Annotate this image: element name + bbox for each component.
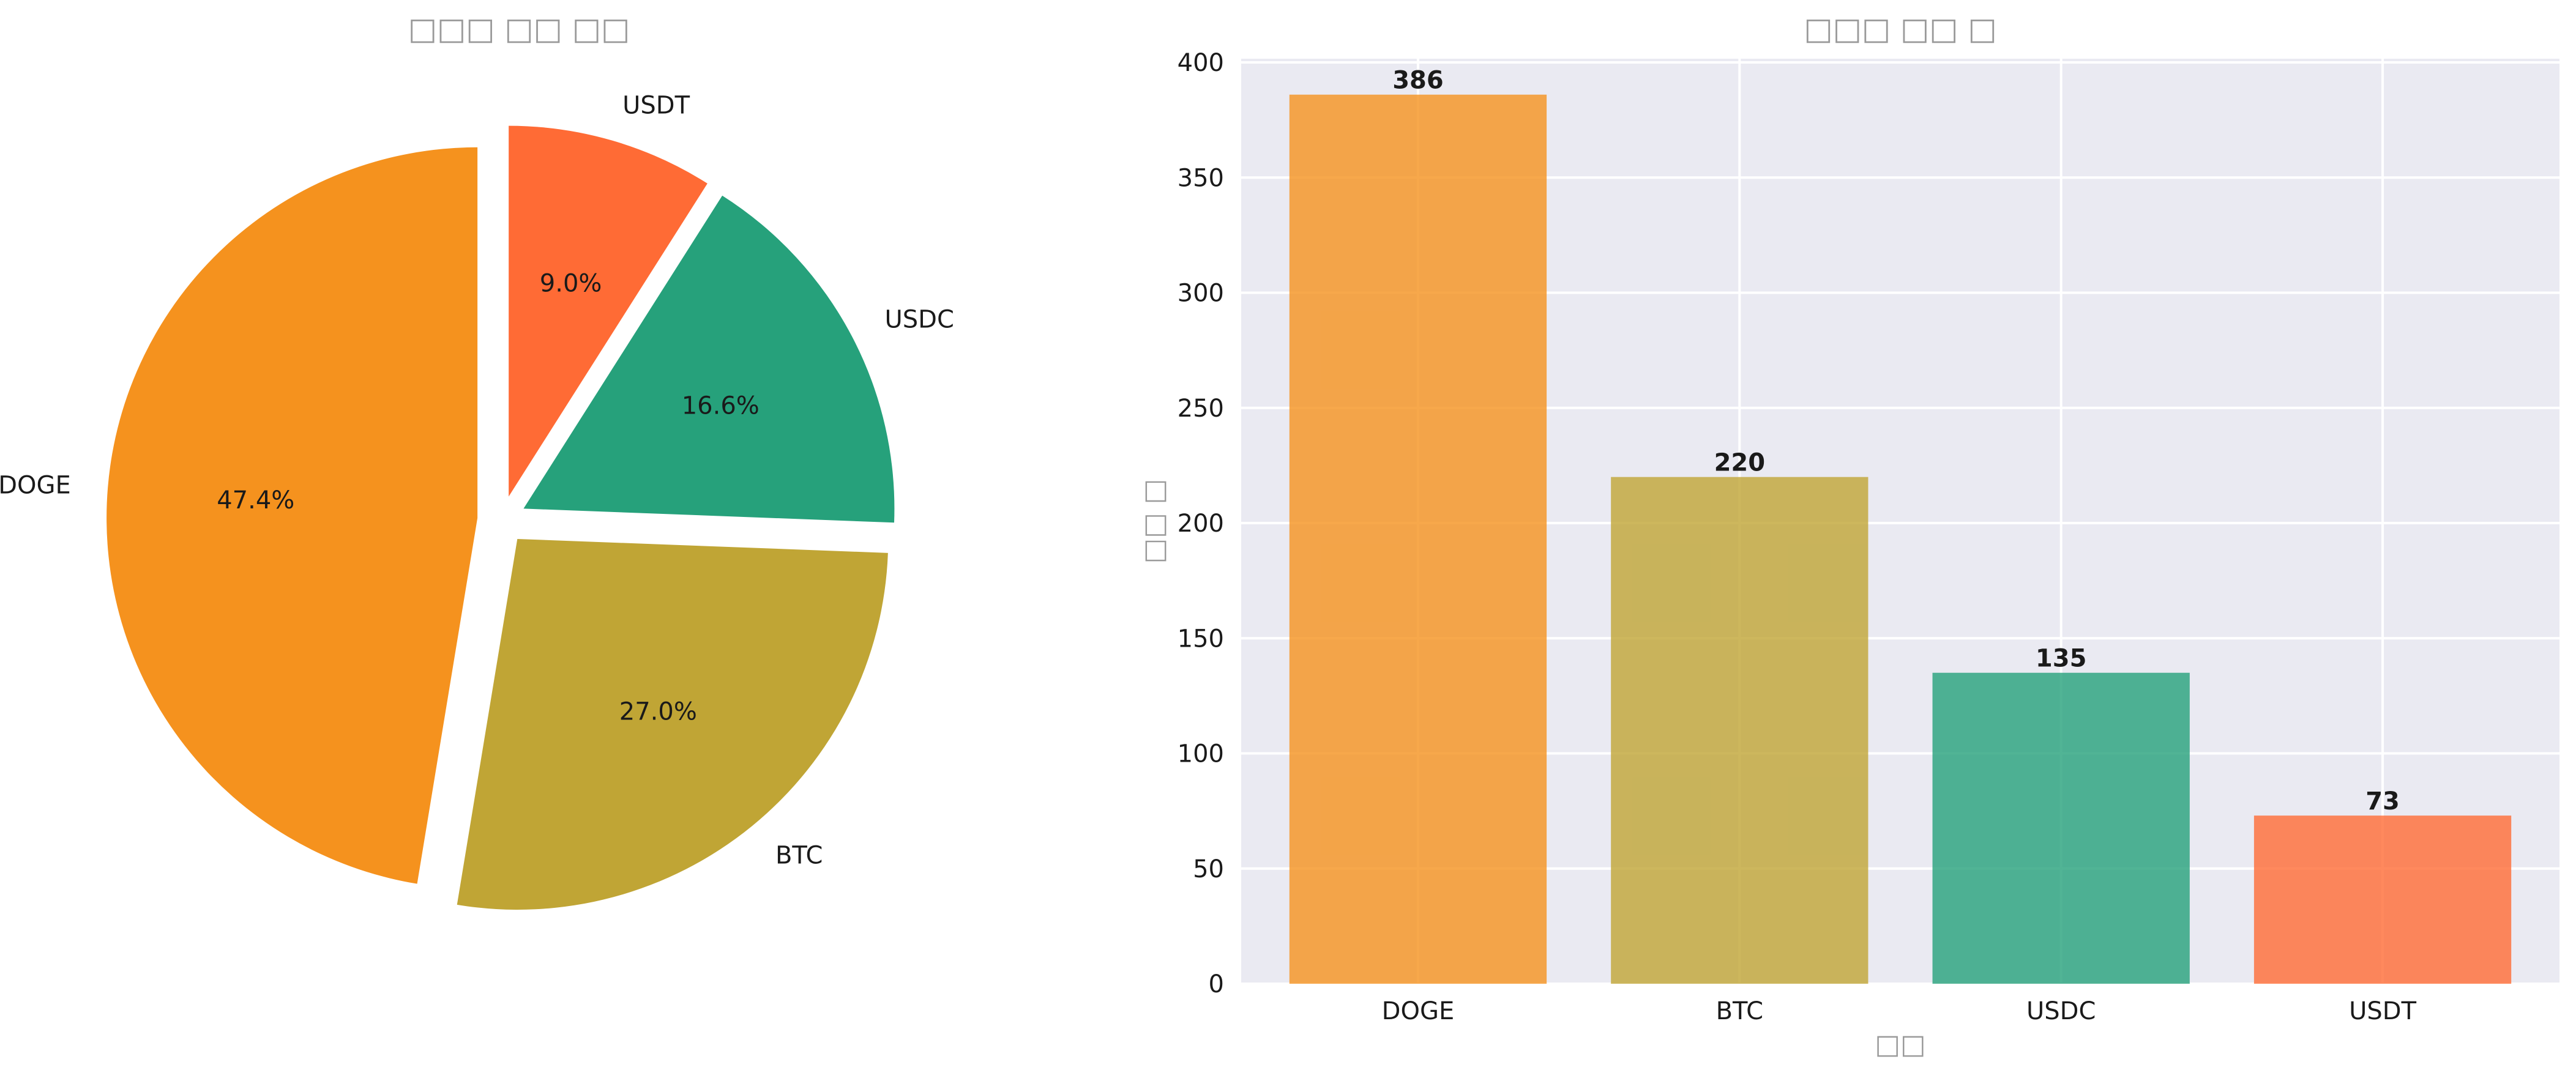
pie-slice-usdt <box>509 125 707 497</box>
y-tick-label: 150 <box>1178 625 1224 653</box>
bar-chart: □□□ □□ □ 386 220 135 73 0 50 100 150 200 250 300 3… <box>1138 11 2559 1060</box>
pie-percent-usdt: 9.0% <box>540 269 602 297</box>
pie-percent-btc: 27.0% <box>619 698 697 726</box>
pie-chart-title: □□□ □□ □□ <box>408 11 630 46</box>
x-tick-label-doge: DOGE <box>1382 997 1455 1025</box>
y-tick-label: 400 <box>1178 49 1224 77</box>
y-axis-label: □□ □ <box>1138 479 1170 564</box>
bar-usdt <box>2253 815 2512 984</box>
x-axis-ticks: DOGE BTC USDC USDT <box>1382 997 2417 1025</box>
y-tick-label: 50 <box>1193 855 1224 883</box>
pie-chart: □□□ □□ □□ DOGE 47.4% BTC 27.0% USDC 16.6% USDT… <box>0 11 954 910</box>
bars: 386 220 135 73 <box>1289 67 2512 984</box>
x-tick-label-usdc: USDC <box>2026 997 2096 1025</box>
bar-value-label-usdc: 135 <box>2036 645 2087 673</box>
pie-labels: DOGE 47.4% BTC 27.0% USDC 16.6% USDT 9.0% <box>0 91 954 869</box>
pie-percent-doge: 47.4% <box>217 486 294 514</box>
pie-slices <box>106 125 895 910</box>
bar-value-label-usdt: 73 <box>2365 787 2400 815</box>
bar-value-label-btc: 220 <box>1714 449 1766 477</box>
y-tick-label: 200 <box>1178 510 1224 538</box>
x-tick-label-usdt: USDT <box>2349 997 2416 1025</box>
y-tick-label: 350 <box>1178 164 1224 192</box>
bar-btc <box>1611 477 1869 984</box>
pie-label-usdc: USDC <box>885 305 954 333</box>
pie-label-btc: BTC <box>775 841 823 869</box>
pie-slice-doge <box>106 147 478 884</box>
pie-slice-usdc <box>523 195 895 523</box>
x-tick-label-btc: BTC <box>1716 997 1763 1025</box>
bar-doge <box>1289 94 1547 984</box>
bar-usdc <box>1932 672 2190 984</box>
y-tick-label: 0 <box>1209 970 1224 998</box>
pie-slice-btc <box>457 538 888 910</box>
y-tick-label: 100 <box>1178 740 1224 768</box>
y-axis-ticks: 0 50 100 150 200 250 300 350 400 <box>1178 49 1224 998</box>
bar-value-label-doge: 386 <box>1392 67 1444 95</box>
pie-label-doge: DOGE <box>0 471 71 499</box>
y-tick-label: 300 <box>1178 280 1224 308</box>
y-tick-label: 250 <box>1178 395 1224 423</box>
x-axis-label: □□ <box>1875 1029 1925 1060</box>
pie-label-usdt: USDT <box>622 91 690 119</box>
bar-chart-title: □□□ □□ □ <box>1804 11 1996 46</box>
pie-percent-usdc: 16.6% <box>682 392 760 420</box>
